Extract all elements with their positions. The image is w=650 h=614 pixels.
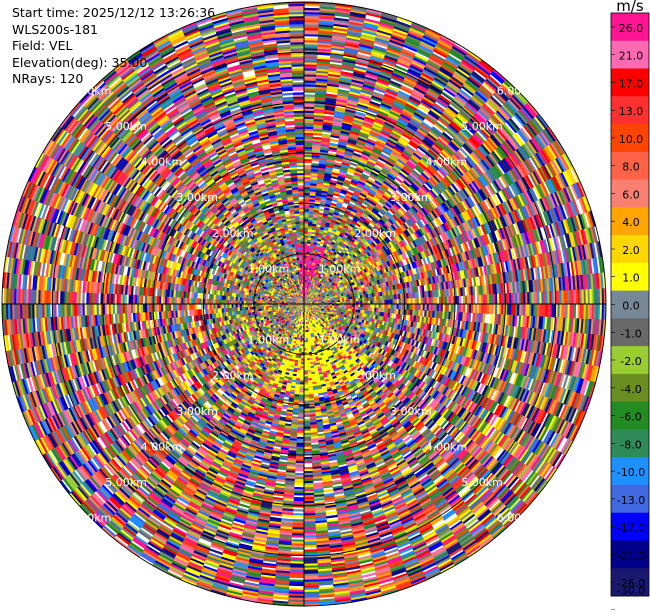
gate	[304, 94, 315, 97]
gate	[304, 8, 320, 11]
gate	[435, 297, 438, 304]
gate	[473, 295, 476, 304]
gate	[463, 304, 466, 313]
gate	[319, 208, 325, 211]
gate	[573, 304, 576, 319]
gate	[422, 258, 427, 265]
gate	[459, 296, 462, 305]
gate	[304, 165, 312, 168]
gate	[330, 139, 339, 143]
gate	[304, 38, 319, 41]
gate	[490, 314, 493, 324]
gate	[395, 299, 397, 304]
